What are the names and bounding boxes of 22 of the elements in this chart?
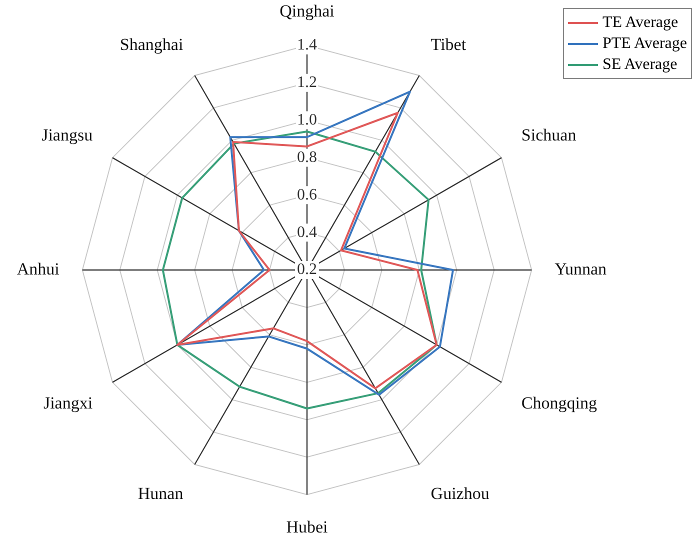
spoke-label: Hubei — [286, 517, 328, 536]
legend-label: TE Average — [602, 13, 678, 33]
y-tick-label: 0.8 — [297, 148, 317, 166]
spoke-label: Jiangxi — [43, 393, 93, 412]
spoke-label: Guizhou — [430, 484, 490, 504]
spoke-label: Qinghai — [280, 2, 335, 21]
y-tick-label: 0.6 — [297, 186, 317, 204]
legend-label: SE Average — [602, 55, 678, 75]
y-tick-label: 1.2 — [297, 74, 317, 92]
spoke-label: Shanghai — [120, 34, 184, 54]
spoke-label: Sichuan — [521, 125, 577, 144]
spoke-label: Chongqing — [521, 393, 598, 412]
spoke-label: Anhui — [16, 259, 60, 278]
legend-label: PTE Average — [602, 34, 687, 54]
spoke-label: Jiangsu — [42, 125, 94, 144]
spoke-label: Yunnan — [554, 259, 608, 278]
y-tick-label: 0.4 — [297, 224, 317, 241]
spoke-label: Tibet — [430, 34, 466, 54]
y-tick-label: 0.2 — [297, 261, 317, 278]
y-tick-label: 1.0 — [297, 111, 317, 128]
spoke-label: Hunan — [138, 484, 184, 504]
y-tick-label: 1.4 — [297, 36, 317, 54]
